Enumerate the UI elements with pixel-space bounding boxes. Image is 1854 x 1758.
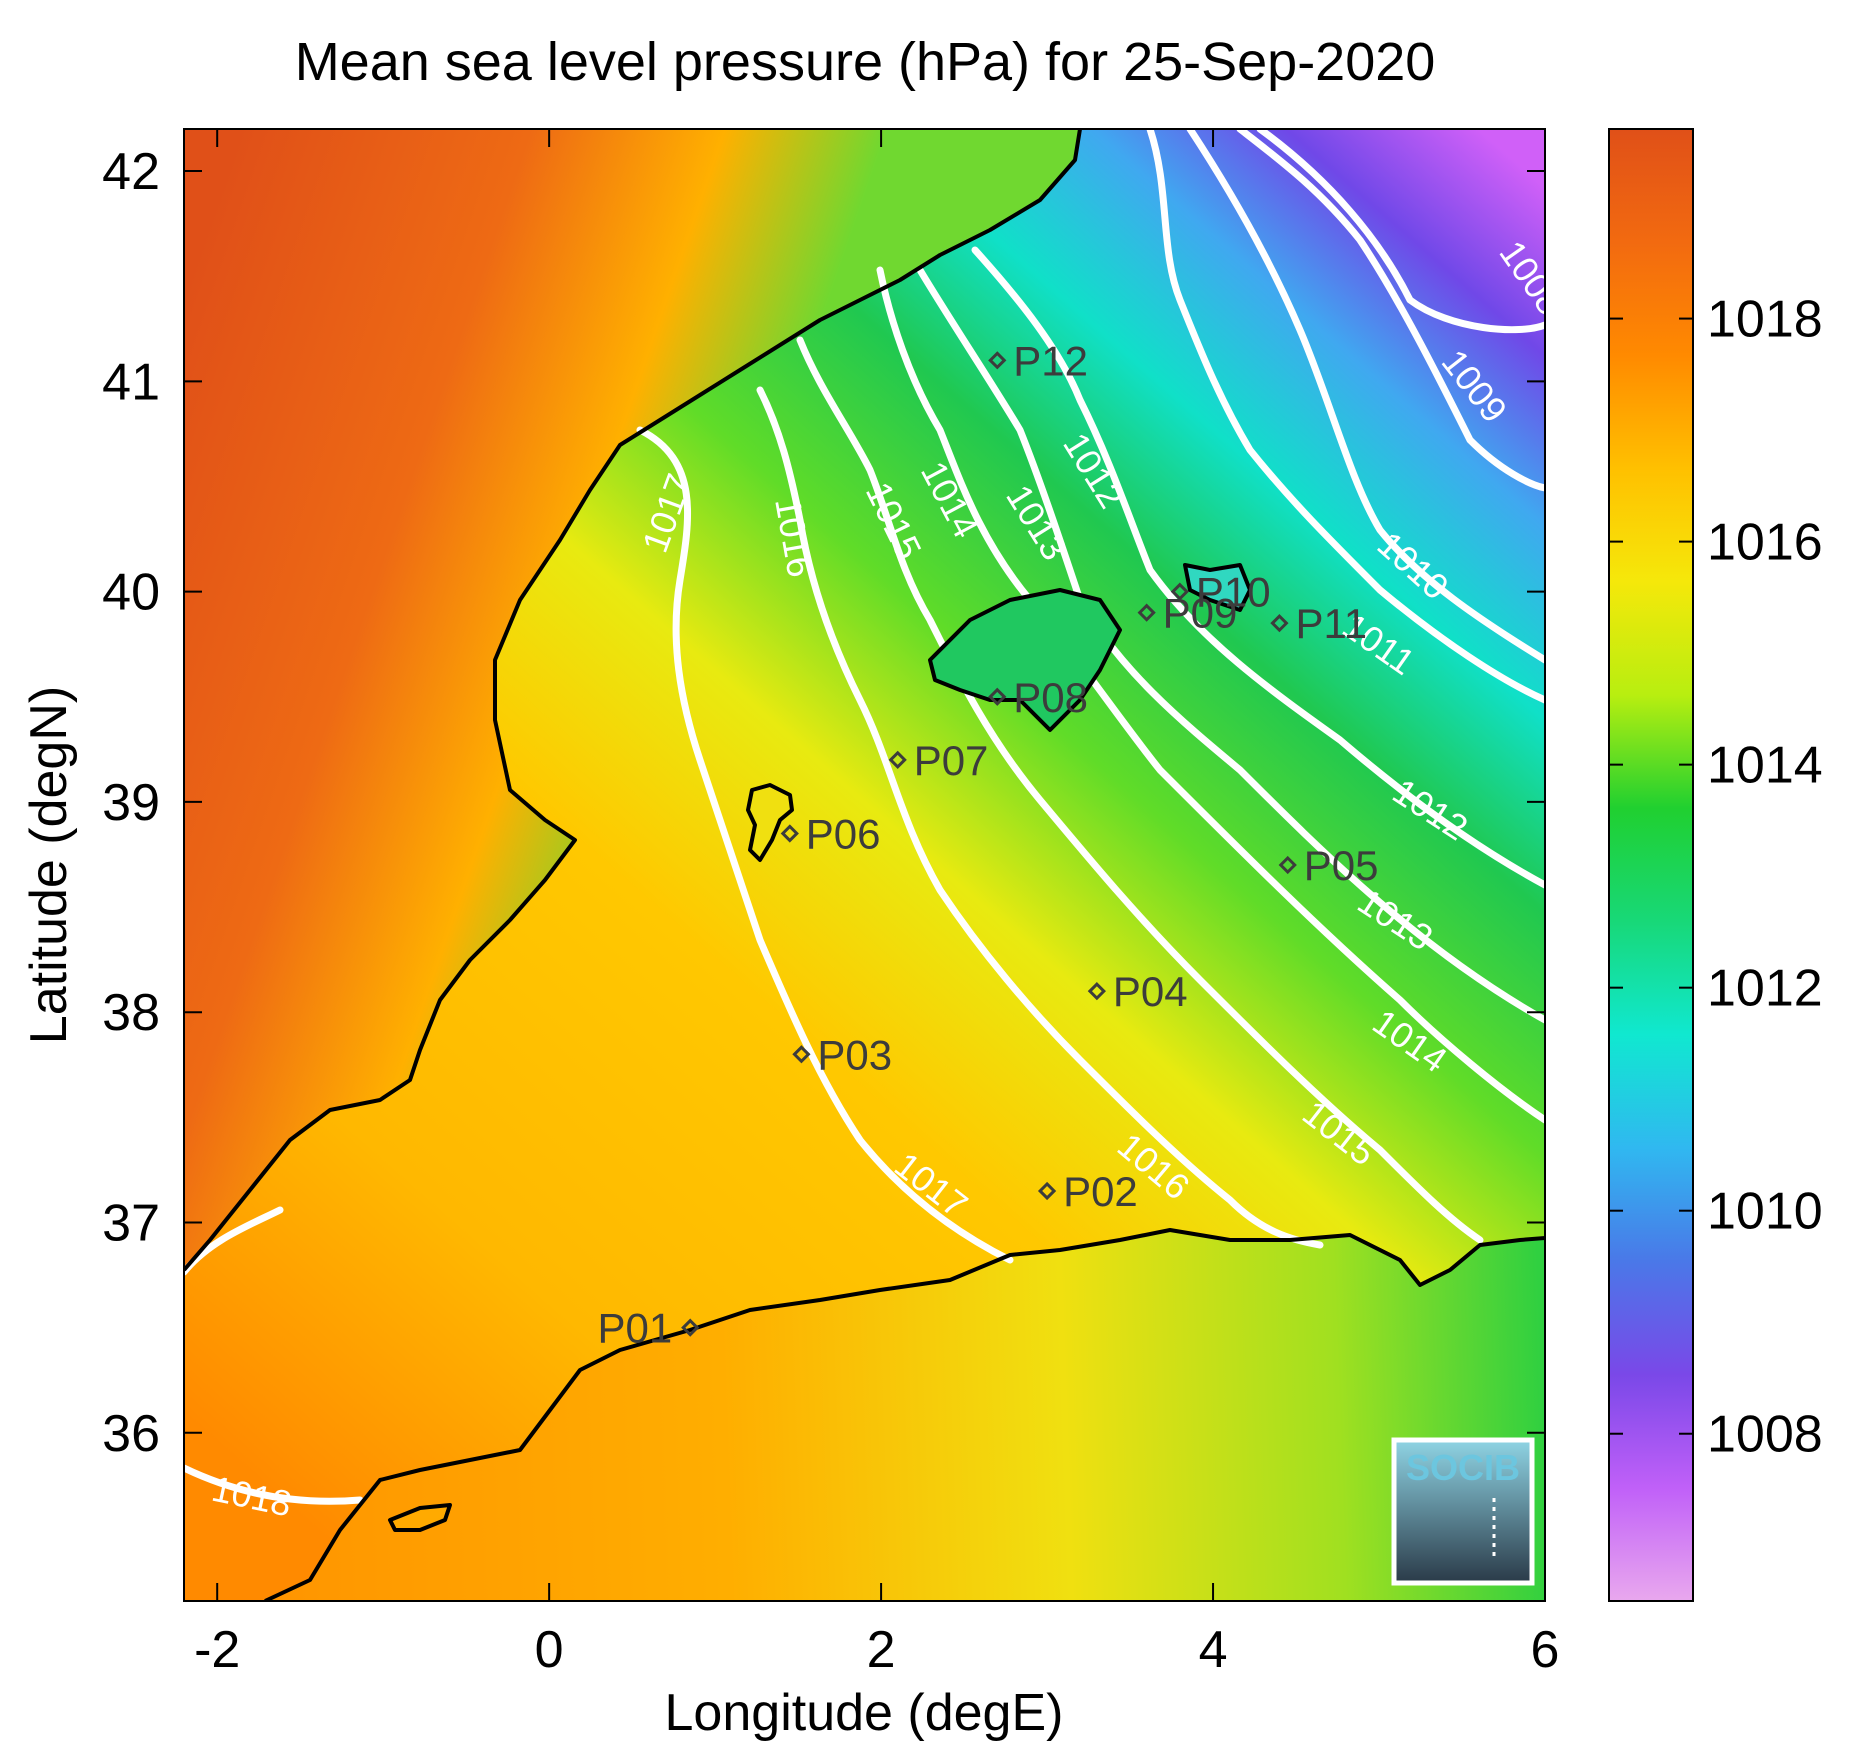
- station-marker-p07: [888, 750, 907, 769]
- y-tick-label: 37: [102, 1194, 160, 1252]
- africa-coastline: [264, 1228, 1545, 1601]
- contour-line-1017: [636, 426, 1014, 1264]
- contour-line-1016: [756, 386, 1324, 1249]
- y-tick-label: 39: [102, 774, 160, 832]
- colorbar-tick-label: 1016: [1707, 514, 1823, 572]
- station-label-p03: P03: [817, 1031, 892, 1078]
- colorbar-tick-label: 1010: [1707, 1183, 1823, 1241]
- contour-line-1018: [184, 1464, 364, 1505]
- contour-line-1010: [1186, 129, 1545, 664]
- x-tick-label: -2: [194, 1621, 240, 1679]
- colorbar-tick-label: 1018: [1707, 291, 1823, 349]
- station-marker-p01: [681, 1318, 700, 1337]
- station-marker-p06: [780, 824, 799, 843]
- station-label-p08: P08: [1013, 674, 1088, 721]
- station-label-p09: P09: [1163, 590, 1238, 637]
- menorca-coastline: [1183, 563, 1252, 612]
- x-tick-label: 4: [1199, 1621, 1228, 1679]
- colorbar-tick-label: 1014: [1707, 737, 1823, 795]
- plot-frame: [183, 128, 1546, 1602]
- station-marker-p09: [1137, 603, 1156, 622]
- x-axis-label: Longitude (degE): [665, 1684, 1064, 1742]
- logo-text: SOCIB: [1406, 1447, 1520, 1488]
- station-label-p10: P10: [1196, 569, 1271, 616]
- y-axis-label: Latitude (degN): [20, 686, 78, 1044]
- socib-logo: SOCIB: [1391, 1437, 1535, 1586]
- mallorca-coastline: [928, 588, 1122, 732]
- map-plot-area: 1008 1009 1010 1011 1012 1012 1013 1013 …: [184, 129, 1545, 1601]
- station-label-p04: P04: [1113, 968, 1188, 1015]
- y-tick-label: 40: [102, 564, 160, 622]
- x-tick-label: 6: [1531, 1621, 1560, 1679]
- logo-frame: [1391, 1437, 1535, 1586]
- y-tick-label: 38: [102, 984, 160, 1042]
- iberia-coastline: [184, 129, 1082, 1272]
- contour-line-1012: [971, 246, 1545, 889]
- iberia-land-fill: [184, 129, 1080, 1270]
- station-marker-p12: [988, 351, 1007, 370]
- station-label-p11: P11: [1295, 600, 1367, 647]
- contour-lines: [184, 129, 1545, 1505]
- contour-line-1009: [1236, 129, 1545, 492]
- contour-line-1008: [1256, 129, 1545, 334]
- station-marker-p10: [1170, 582, 1189, 601]
- figure-title: Mean sea level pressure (hPa) for 25-Sep…: [295, 32, 1436, 92]
- station-label-p07: P07: [914, 737, 989, 784]
- alboran-island-coastline: [388, 1503, 452, 1532]
- station-label-p06: P06: [806, 810, 881, 857]
- station-label-p12: P12: [1013, 337, 1088, 384]
- africa-land-fill: [184, 1230, 1545, 1601]
- x-tick-label: 2: [867, 1621, 896, 1679]
- y-tick-label: 36: [102, 1405, 160, 1463]
- colorbar-bar: [1608, 128, 1694, 1602]
- station-marker-p04: [1087, 982, 1106, 1001]
- colorbar-tick-label: 1008: [1707, 1406, 1823, 1464]
- colorbar-tick-label: 1012: [1707, 960, 1823, 1018]
- station-label-p02: P02: [1063, 1168, 1138, 1215]
- y-tick-label: 41: [102, 353, 160, 411]
- colorbar-ticks: 1008 1010 1012 1014 1016 1018: [1609, 291, 1823, 1464]
- contour-line-1015: [796, 336, 1484, 1244]
- station-label-p05: P05: [1304, 842, 1379, 889]
- x-axis: -2 0 2 4 6: [194, 129, 1559, 1679]
- contour-line-1011: [1146, 129, 1545, 704]
- ibiza-coastline: [746, 783, 794, 862]
- coastlines: [184, 129, 1545, 1601]
- station-marker-p08: [988, 687, 1007, 706]
- contour-line-1014: [876, 266, 1545, 1124]
- y-tick-label: 42: [102, 143, 160, 201]
- station-marker-p05: [1278, 855, 1297, 875]
- station-label-p01: P01: [597, 1305, 672, 1352]
- colorbar: 1008 1010 1012 1014 1016 1018: [1608, 128, 1823, 1602]
- station-marker-p02: [1037, 1181, 1057, 1201]
- x-tick-label: 0: [535, 1621, 564, 1679]
- station-marker-p03: [792, 1045, 811, 1064]
- station-marker-p11: [1270, 614, 1289, 633]
- y-axis: 36 37 38 39 40 41 42: [102, 143, 1545, 1463]
